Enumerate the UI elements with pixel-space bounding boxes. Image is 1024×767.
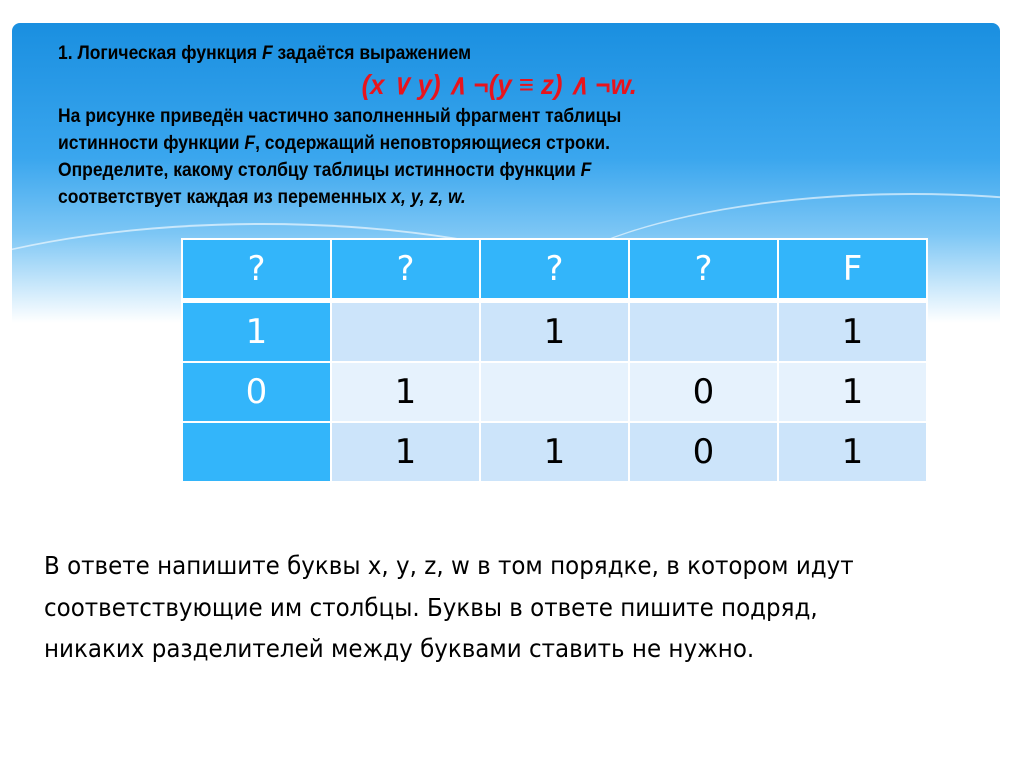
cell [628,299,779,363]
cell [479,361,630,423]
header-cell: ? [181,238,332,303]
text: соответствует каждая из переменных [58,187,392,208]
question-number: 1. [58,43,73,64]
header-cell: ? [330,238,481,303]
formula: (x ∨ y) ∧ ¬(y ≡ z) ∧ ¬w. [361,69,637,100]
cell: 1 [330,421,481,483]
text: истинности функции [58,133,245,154]
cell: 0 [628,421,779,483]
cell: 1 [330,361,481,423]
var: F [580,160,592,181]
truth-table: ? ? ? ? F 1 1 1 0 1 0 1 1 1 0 1 [181,238,928,483]
text: , содержащий неповторяющиеся строки. [255,133,611,154]
header-cell: ? [479,238,630,303]
text: задаётся выражением [272,43,472,64]
var: x, y, z, w. [391,187,466,208]
table-row: 1 1 1 [181,299,928,363]
header-cell: ? [628,238,779,303]
header-row: ? ? ? ? F [181,238,928,303]
cell: 1 [479,421,630,483]
cell: 1 [181,299,332,363]
cell [181,421,332,483]
cell: 1 [777,421,928,483]
table-row: 1 1 0 1 [181,421,928,483]
cell [330,299,481,363]
var: F [261,43,273,64]
var: F [244,133,256,154]
text: На рисунке приведён частично заполненный… [58,106,622,127]
cell: 1 [777,299,928,363]
answer-instructions: В ответе напишите буквы x, y, z, w в том… [44,551,854,663]
text: Определите, какому столбцу таблицы истин… [58,160,581,181]
cell: 1 [777,361,928,423]
cell: 0 [628,361,779,423]
text: Логическая функция [72,43,262,64]
table-row: 0 1 0 1 [181,361,928,423]
header-cell: F [777,238,928,303]
cell: 1 [479,299,630,363]
question-text: 1. Логическая функция F задаётся выражен… [58,40,886,211]
cell: 0 [181,361,332,423]
